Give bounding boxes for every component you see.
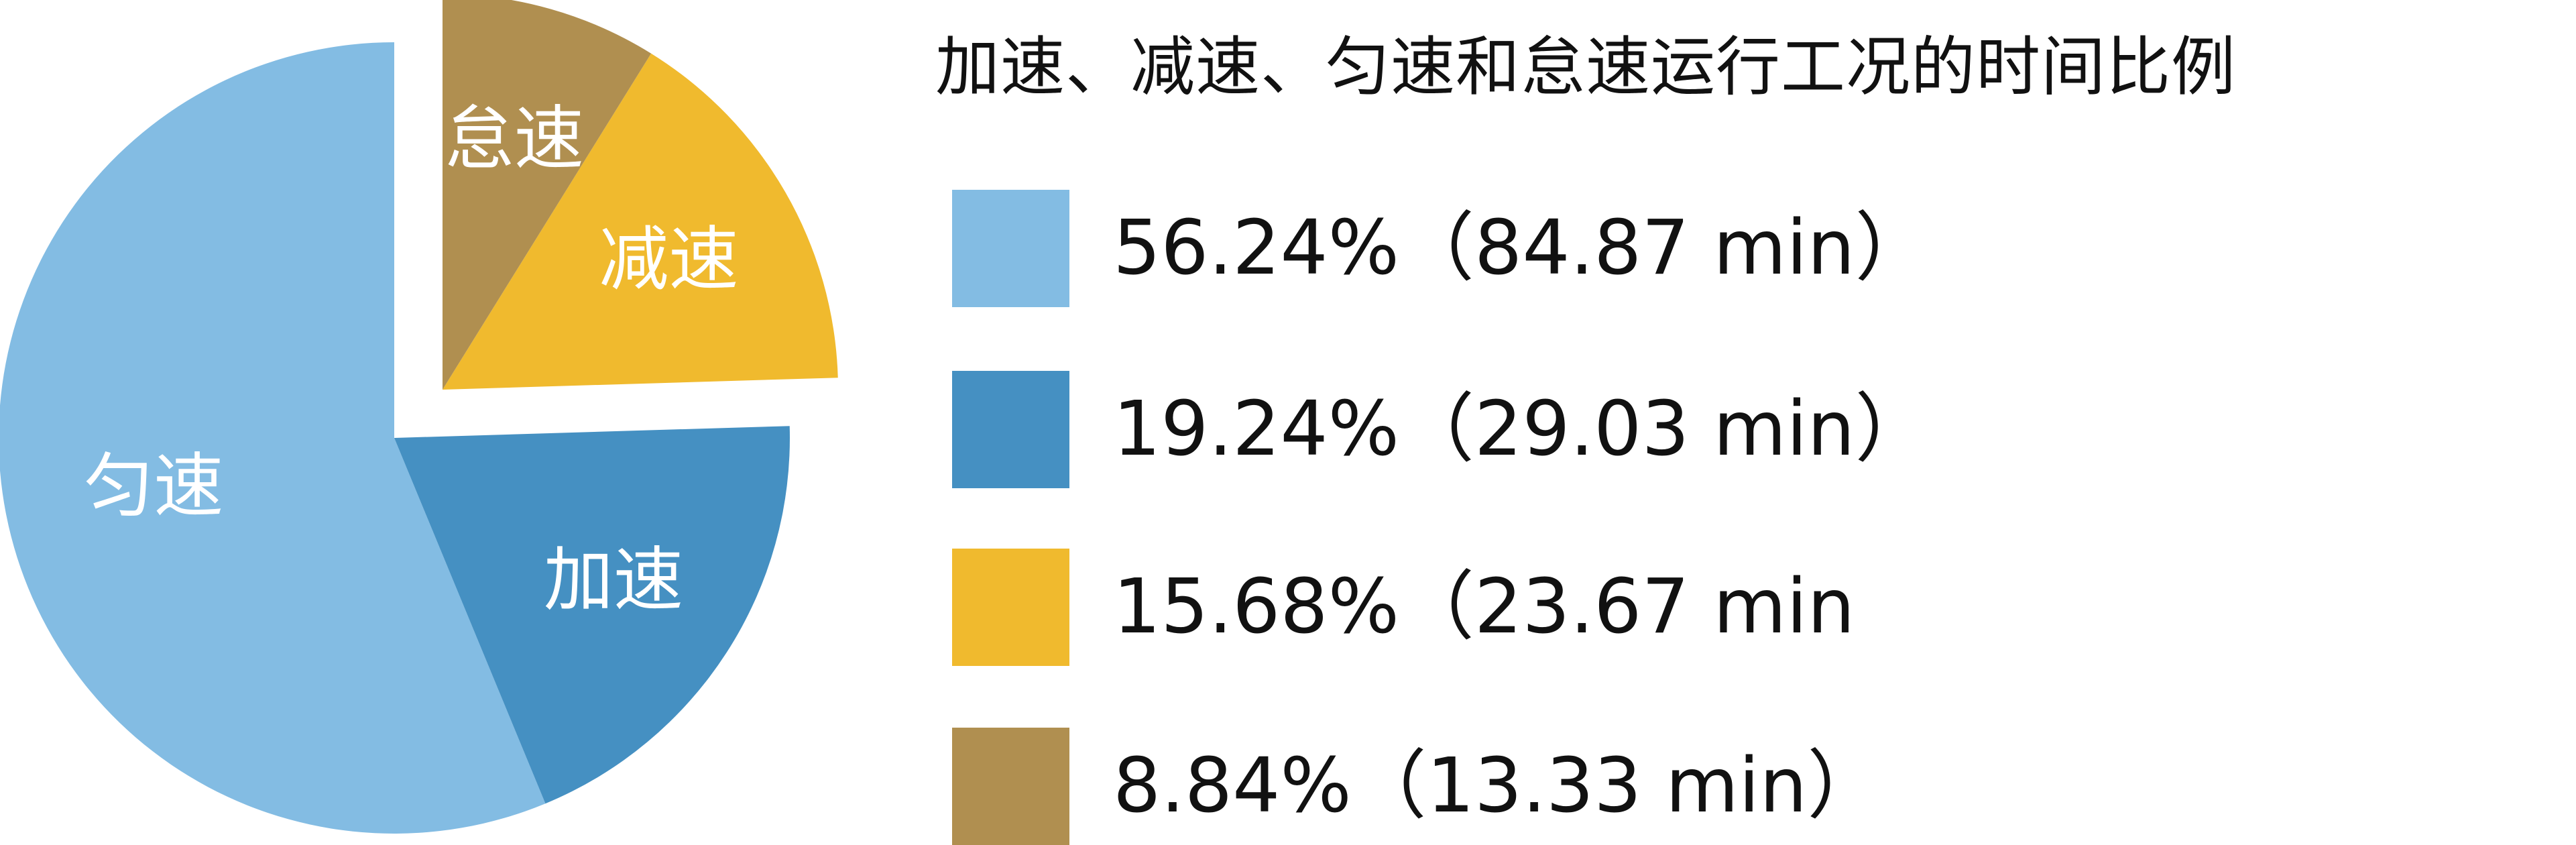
legend-swatch-decel (952, 549, 1069, 666)
legend-item-decel: 15.68%（23.67 min (952, 549, 2494, 666)
slice-idle (443, 0, 652, 390)
legend-item-uniform: 56.24%（84.87 min） (952, 190, 2494, 307)
legend-item-idle: 8.84%（13.33 min） (952, 728, 2494, 845)
slice-label-idle: 怠速 (445, 98, 584, 180)
slice-label-decel: 减速 (599, 219, 738, 300)
legend-item-accel: 19.24%（29.03 min） (952, 371, 2494, 488)
slice-decel (443, 53, 838, 390)
legend-label-decel: 15.68%（23.67 min (1113, 563, 1855, 651)
slice-label-accel: 加速 (544, 539, 683, 621)
slice-accel (394, 426, 790, 804)
legend-swatch-uniform (952, 190, 1069, 307)
legend-swatch-idle (952, 728, 1069, 845)
slice-uniform (0, 42, 546, 834)
legend-label-idle: 8.84%（13.33 min） (1113, 742, 1883, 830)
legend-swatch-accel (952, 371, 1069, 488)
legend-label-uniform: 56.24%（84.87 min） (1113, 205, 1930, 292)
slice-label-uniform: 匀速 (84, 445, 223, 526)
legend-label-accel: 19.24%（29.03 min） (1113, 386, 1930, 473)
chart-title: 加速、减速、匀速和怠速运行工况的时间比例 (935, 30, 2236, 105)
